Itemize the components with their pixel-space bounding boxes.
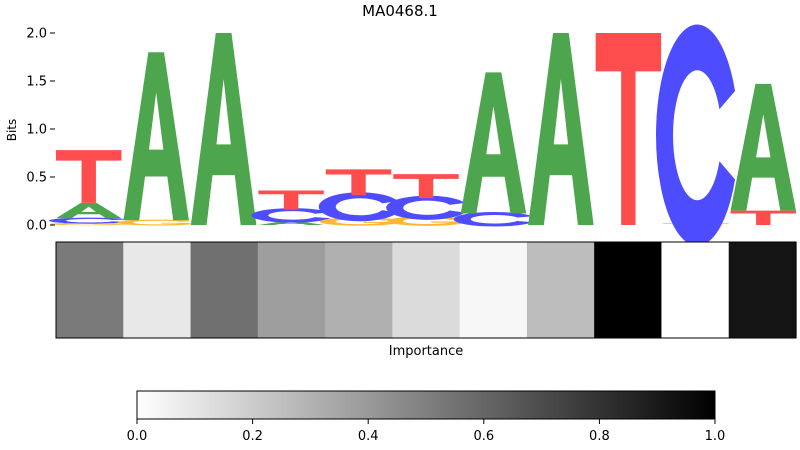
importance-cell bbox=[526, 242, 595, 338]
y-tick-label: 2.0 bbox=[26, 27, 47, 42]
letter-A bbox=[730, 83, 796, 211]
importance-panel: Importance bbox=[55, 241, 797, 359]
y-tick-label: 1.5 bbox=[26, 75, 47, 90]
importance-cell bbox=[190, 242, 259, 338]
importance-cell bbox=[594, 242, 663, 338]
letter-T bbox=[730, 210, 796, 225]
letter-A bbox=[123, 52, 189, 221]
importance-cell bbox=[661, 242, 730, 338]
logo-letters bbox=[48, 24, 796, 246]
colorbar-gradient bbox=[136, 390, 716, 420]
y-tick-label: 0.5 bbox=[26, 171, 47, 186]
letter-C bbox=[48, 217, 128, 224]
colorbar-tick-label: 0.8 bbox=[589, 429, 610, 444]
importance-frame bbox=[55, 241, 797, 339]
colorbar-tick-label: 0.4 bbox=[358, 429, 379, 444]
letter-A bbox=[56, 202, 122, 219]
importance-cell bbox=[392, 242, 461, 338]
letter-T bbox=[325, 169, 392, 196]
letter-C bbox=[251, 208, 331, 223]
letter-C bbox=[656, 24, 736, 246]
letter-C bbox=[453, 211, 533, 227]
colorbar-tick-label: 0.6 bbox=[473, 429, 494, 444]
letter-C bbox=[318, 192, 398, 222]
letter-C bbox=[386, 195, 466, 220]
importance-cells bbox=[56, 242, 797, 338]
colorbar-tick-label: 0.2 bbox=[242, 429, 263, 444]
logo-title: MA0468.1 bbox=[362, 2, 438, 20]
y-tick-label: 0.0 bbox=[26, 219, 47, 234]
letter-A bbox=[528, 33, 594, 225]
letter-G bbox=[117, 219, 197, 226]
importance-cell bbox=[728, 242, 797, 338]
importance-cell bbox=[459, 242, 528, 338]
letter-T bbox=[258, 190, 324, 210]
letter-T bbox=[393, 174, 459, 199]
colorbar-tick-label: 0.0 bbox=[127, 429, 148, 444]
colorbar-tick-label: 1.0 bbox=[705, 429, 726, 444]
importance-label: Importance bbox=[389, 344, 464, 359]
letter-T bbox=[595, 33, 662, 225]
letter-A bbox=[190, 33, 257, 225]
importance-cell bbox=[325, 242, 393, 338]
y-axis-ticks: 0.0 0.5 1.0 1.5 2.0 bbox=[26, 27, 55, 234]
importance-cell bbox=[257, 242, 326, 338]
importance-cell bbox=[123, 242, 192, 338]
y-tick-label: 1.0 bbox=[26, 123, 47, 138]
letter-A bbox=[460, 72, 527, 214]
letter-A bbox=[258, 221, 324, 225]
y-axis-label: Bits bbox=[5, 119, 19, 142]
importance-cell bbox=[56, 242, 124, 338]
logo-panel: MA0468.1 Bits 0.0 0.5 1.0 1.5 2.0 bbox=[5, 2, 796, 246]
letter-T bbox=[56, 150, 122, 203]
colorbar: 0.0 0.2 0.4 0.6 0.8 1.0 bbox=[127, 390, 726, 444]
colorbar-ticks: 0.0 0.2 0.4 0.6 0.8 1.0 bbox=[127, 419, 726, 444]
